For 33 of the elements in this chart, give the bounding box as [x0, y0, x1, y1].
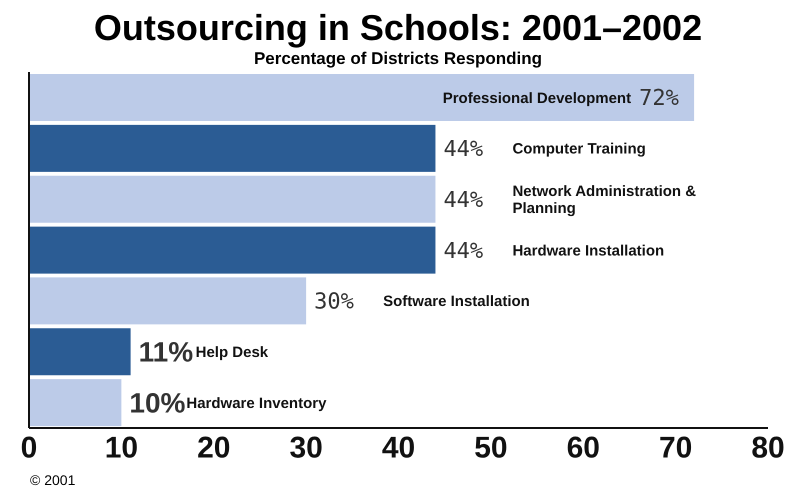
data-label: 72% [639, 86, 679, 112]
x-tick-label: 50 [474, 431, 508, 464]
y-tick-label: Network Administration & Planning [512, 182, 696, 217]
bar [29, 176, 436, 223]
x-tick-label: 20 [197, 431, 230, 464]
x-tick-label: 30 [289, 431, 323, 464]
data-label: 44% [443, 238, 484, 264]
y-tick-label: Hardware Installation [512, 242, 664, 260]
y-tick-label: Help Desk [196, 344, 269, 362]
chart-subtitle: Percentage of Districts Responding [252, 48, 544, 70]
bar [29, 226, 436, 274]
y-tick-label: Computer Training [512, 140, 646, 158]
bar [29, 277, 306, 324]
y-tick-label: Professional Development [442, 90, 632, 107]
text: © 2001 [30, 472, 76, 488]
x-tick-label: 10 [104, 431, 138, 464]
x-tick-label: 40 [382, 431, 416, 464]
x-tick-label: 70 [658, 431, 692, 464]
bar [29, 379, 122, 426]
y-tick-label: Hardware Inventory [186, 394, 328, 412]
data-label: 44% [443, 137, 484, 162]
data-label: 10% [129, 387, 186, 418]
x-tick-label: 0 [20, 431, 38, 464]
data-label: 44% [443, 188, 484, 213]
data-label: 11% [138, 336, 194, 368]
bar [29, 124, 436, 172]
x-tick-label: 80 [751, 431, 785, 464]
y-tick-label: Software Installation [383, 293, 530, 310]
chart-title: Outsourcing in Schools: 2001–2002 [92, 7, 704, 48]
bar [29, 74, 694, 121]
data-label: 30% [314, 290, 354, 315]
x-tick-label: 60 [566, 431, 600, 464]
bar [29, 328, 131, 376]
